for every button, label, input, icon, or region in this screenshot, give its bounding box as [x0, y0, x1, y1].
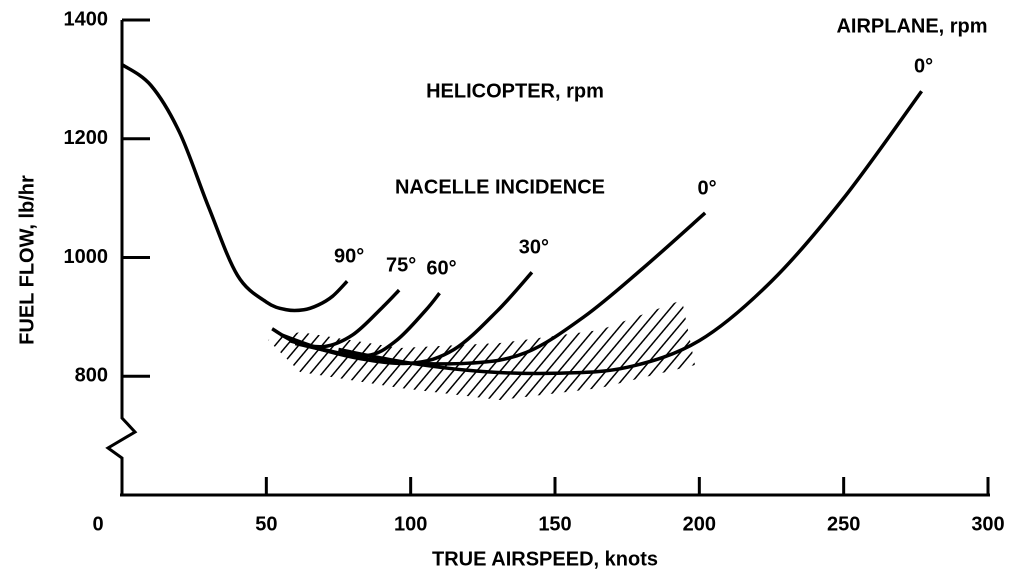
y-axis-label: FUEL FLOW, lb/hr [16, 175, 38, 345]
x-tick-label: 100 [394, 513, 427, 535]
x-tick-label: 300 [971, 513, 1004, 535]
x-tick-label: 150 [538, 513, 571, 535]
series-line [120, 63, 349, 313]
series-label: 60° [426, 257, 456, 279]
series-label: 0° [914, 56, 933, 78]
annotation: HELICOPTER, rpm [426, 80, 604, 102]
series-line [338, 90, 924, 376]
annotation: AIRPLANE, rpm [836, 15, 987, 37]
series-label: 0° [698, 177, 717, 199]
x-tick-label: 50 [255, 513, 277, 535]
y-tick-label: 1000 [64, 246, 109, 268]
y-tick-label: 1200 [64, 127, 109, 149]
x-axis-label: TRUE AIRSPEED, knots [432, 548, 658, 570]
operating-region [268, 300, 695, 400]
y-tick-label: 1400 [64, 8, 109, 30]
series-label: 75° [386, 254, 416, 276]
x-tick-label: 250 [827, 513, 860, 535]
series-label: 90° [334, 246, 364, 268]
x-tick-label: 0 [92, 513, 103, 535]
series-label: 30° [519, 237, 549, 259]
y-axis [105, 20, 138, 495]
annotation: NACELLE INCIDENCE [395, 176, 605, 198]
x-tick-label: 200 [683, 513, 716, 535]
series-line [294, 211, 707, 366]
y-tick-label: 800 [75, 365, 108, 387]
